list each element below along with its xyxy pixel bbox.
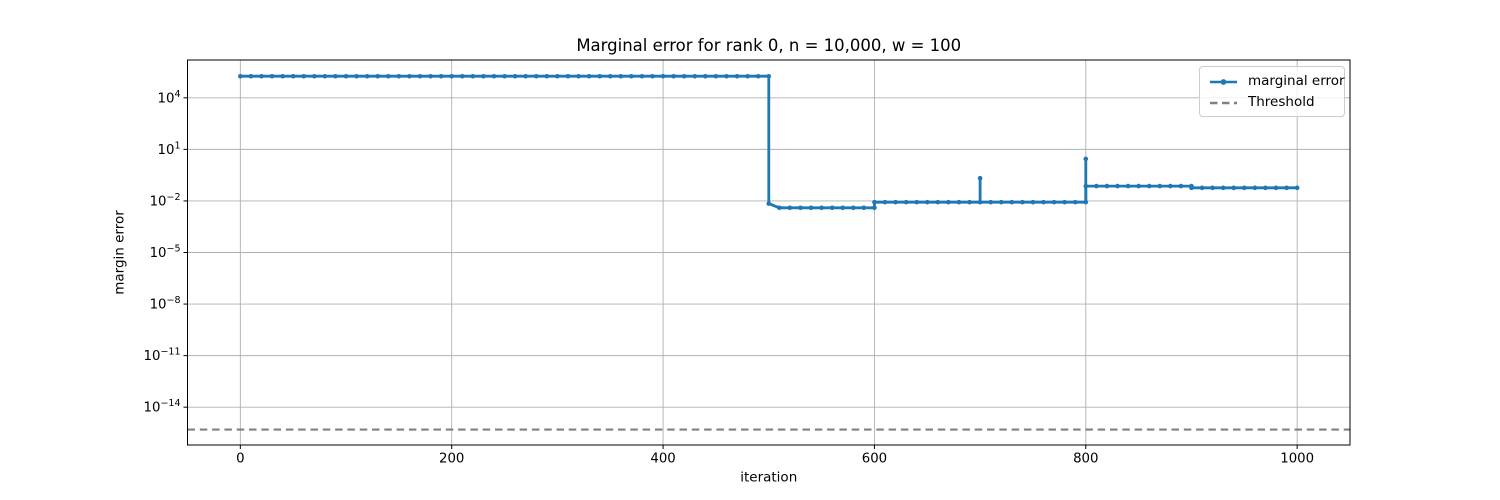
legend-item-threshold: Threshold [1208,93,1336,112]
legend-label-threshold: Threshold [1248,94,1315,110]
svg-text:200: 200 [439,452,464,467]
svg-text:0: 0 [236,452,244,467]
x-axis-label: iteration [740,470,797,486]
axis-ticks [183,97,1298,449]
svg-text:10−5: 10−5 [150,244,181,262]
axis-tick-labels: 0 200 400 600 800 1000 104 101 10−2 10−5 10−8 10−11… [144,89,1315,467]
marginal-error-series [238,73,1300,211]
threshold-line-sample [1210,101,1237,104]
svg-text:10−8: 10−8 [150,295,181,313]
legend-item-marginal-error: marginal error [1208,72,1345,91]
chart-title: Marginal error for rank 0, n = 10,000, w… [576,36,961,55]
svg-text:101: 101 [158,140,181,158]
marginal-error-line-sample [1210,78,1237,85]
svg-text:104: 104 [158,89,181,107]
legend-label-marginal-error: marginal error [1248,73,1345,89]
svg-text:800: 800 [1073,452,1098,467]
svg-text:10−2: 10−2 [150,192,181,210]
svg-text:10−14: 10−14 [144,398,181,416]
svg-text:400: 400 [650,452,675,467]
legend: marginal error Threshold [1199,66,1345,117]
y-axis-label: margin error [112,210,128,295]
svg-text:600: 600 [862,452,887,467]
svg-text:10−11: 10−11 [144,347,181,365]
svg-text:1000: 1000 [1280,452,1314,467]
